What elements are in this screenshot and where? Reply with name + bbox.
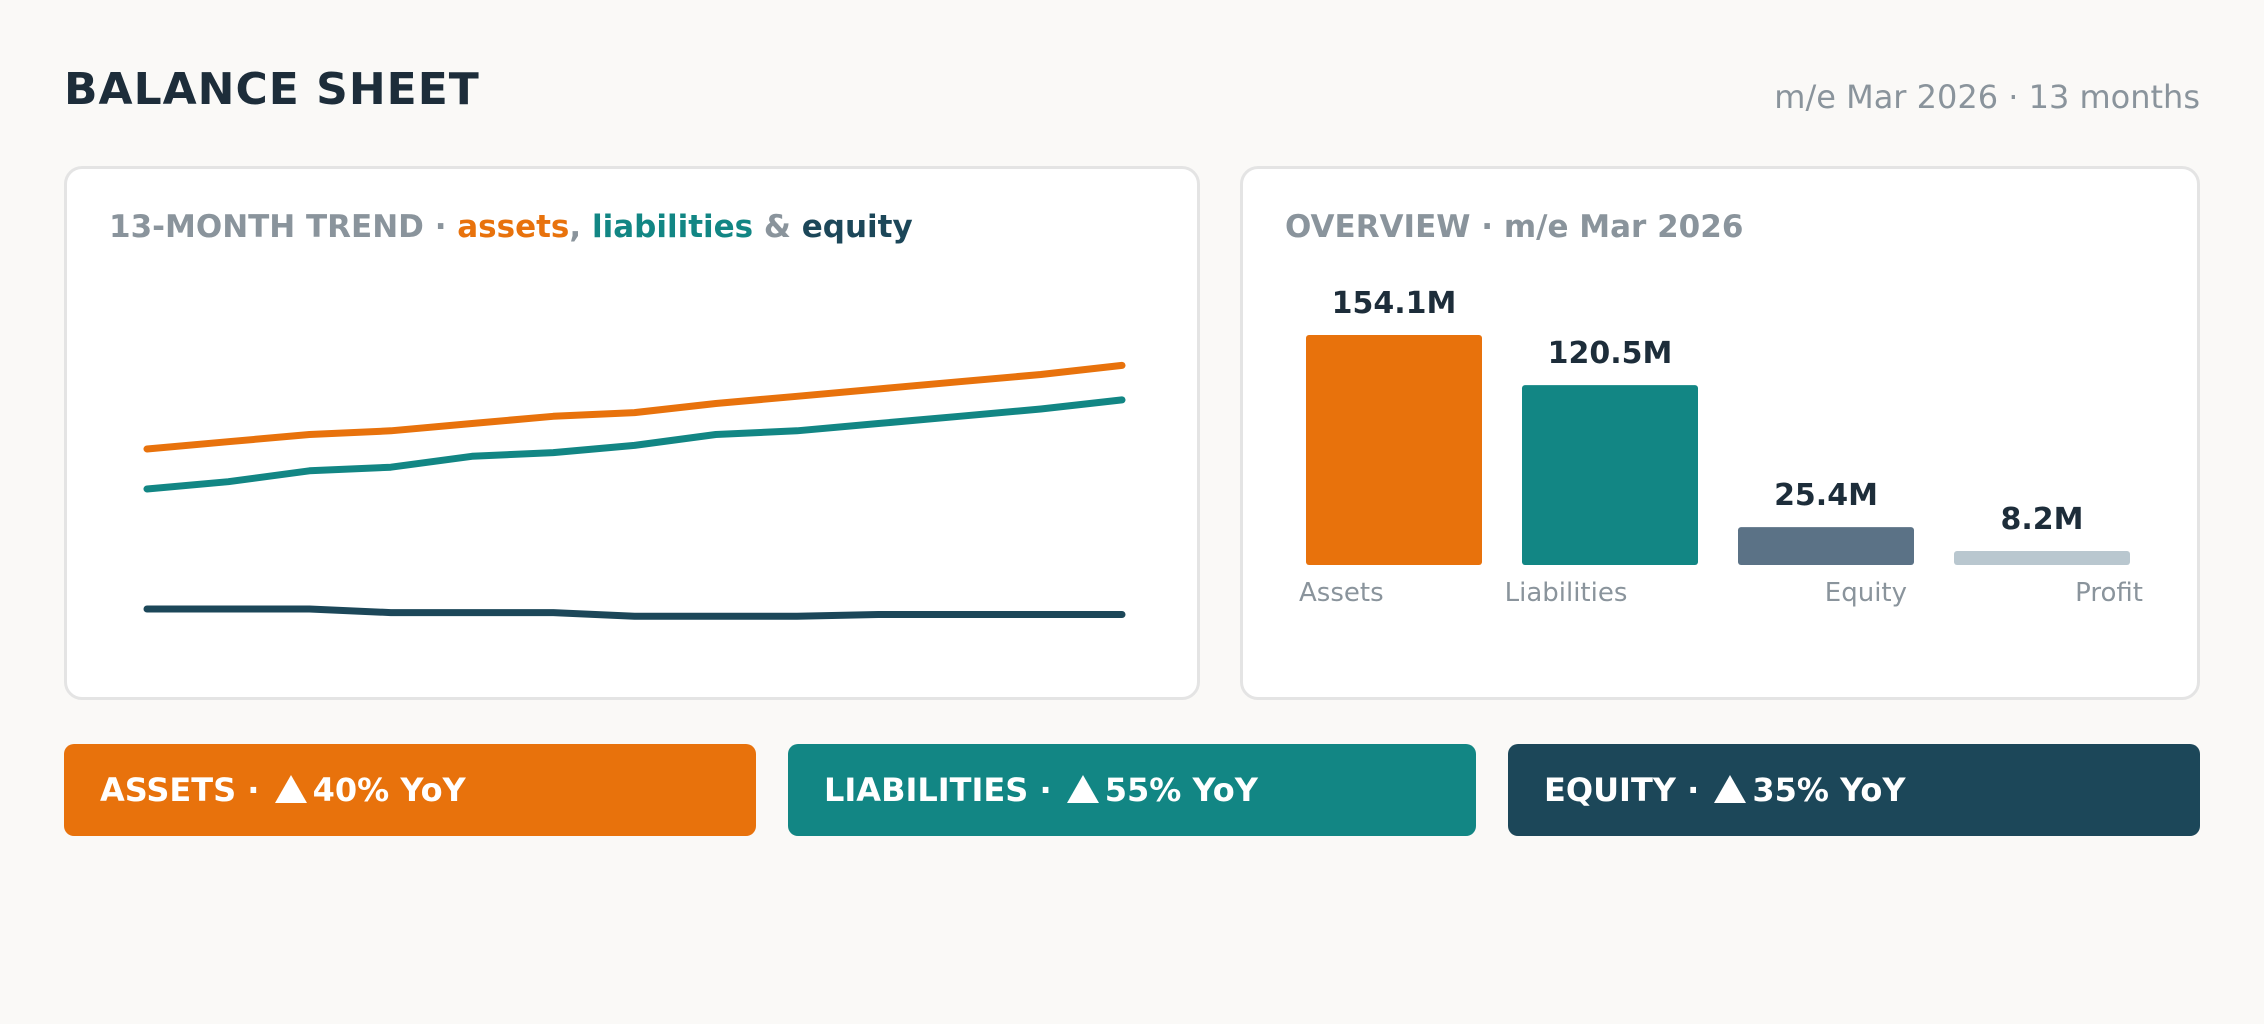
trend-title-prefix: 13-MONTH TREND · <box>109 209 458 245</box>
equity-stat-label: EQUITY · <box>1544 771 1711 809</box>
trend-title-sep1: , <box>569 209 592 245</box>
category-label-assets: Assets <box>1299 578 1384 608</box>
bar-assets <box>1306 335 1482 565</box>
data-label-profit: 8.2M <box>2001 502 2084 537</box>
overview-card-title: OVERVIEW · m/e Mar 2026 <box>1285 209 1744 245</box>
equity-stat-change: 35% YoY <box>1752 771 1906 809</box>
up-triangle-icon <box>1066 775 1099 803</box>
overview-bar-chart: 154.1M Assets 120.5M Liabilities 25.4M Equity… <box>1299 286 2143 608</box>
bar-liabilities <box>1522 385 1698 565</box>
overview-card: OVERVIEW · m/e Mar 2026 154.1M Assets 120.… <box>1240 166 2200 700</box>
liabilities-stat-label: LIABILITIES · <box>824 771 1063 809</box>
series-line-equity <box>143 605 1126 620</box>
assets-stat-change: 40% YoY <box>312 771 466 809</box>
bar-profit <box>1954 551 2130 565</box>
equity-stat-banner: EQUITY · 35% YoY <box>1508 744 2200 836</box>
category-label-equity: Equity <box>1825 578 1907 608</box>
up-triangle-icon <box>1714 775 1747 803</box>
up-triangle-icon <box>274 775 307 803</box>
data-label-equity: 25.4M <box>1774 478 1878 513</box>
series-line-liabilities <box>143 396 1126 493</box>
liabilities-stat-banner: LIABILITIES · 55% YoY <box>788 744 1476 836</box>
trend-chart <box>143 361 1126 620</box>
trend-title-sep2: & <box>753 209 802 245</box>
trend-card-title: 13-MONTH TREND · assets, liabilities & e… <box>109 209 913 245</box>
category-label-liabilities: Liabilities <box>1505 578 1628 608</box>
series-line-assets <box>143 361 1126 453</box>
assets-stat-label: ASSETS · <box>100 771 271 809</box>
assets-stat-banner: ASSETS · 40% YoY <box>64 744 756 836</box>
legend-liabilities: liabilities <box>591 209 754 245</box>
category-label-profit: Profit <box>2075 578 2143 608</box>
bar-equity <box>1738 527 1914 565</box>
legend-equity: equity <box>801 209 913 245</box>
legend-assets: assets <box>457 209 570 245</box>
data-label-liabilities: 120.5M <box>1548 336 1673 371</box>
period-label: m/e Mar 2026 · 13 months <box>1774 78 2200 116</box>
page-title: BALANCE SHEET <box>64 64 480 115</box>
liabilities-stat-change: 55% YoY <box>1104 771 1258 809</box>
trend-card: 13-MONTH TREND · assets, liabilities & e… <box>64 166 1200 700</box>
data-label-assets: 154.1M <box>1332 286 1457 321</box>
